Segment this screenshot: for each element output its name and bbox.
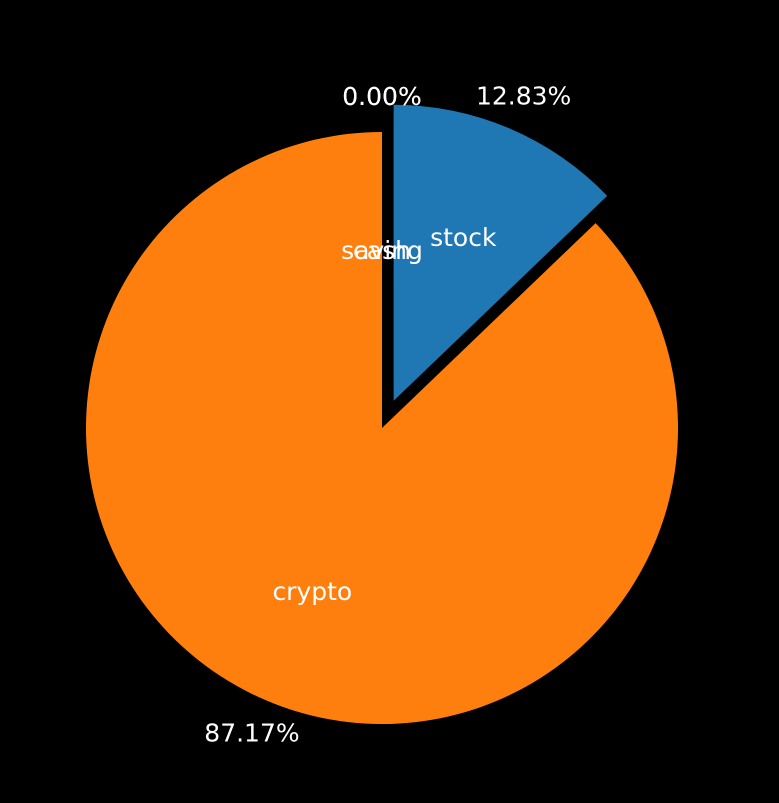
slice-pct-cash: 0.00% [342,82,421,111]
labels-layer: stock12.83%crypto87.17%saving0.00%cash0.… [204,81,571,747]
pie-slice-stock [393,104,608,401]
slice-label-cash: cash [353,236,411,265]
slice-label-crypto: crypto [272,577,352,606]
slice-label-saving: saving [341,236,423,265]
pie-slice-crypto [86,132,679,725]
slices-layer [86,104,679,725]
slice-label-stock: stock [430,223,497,252]
slice-pct-saving: 0.00% [342,82,421,111]
slice-pct-stock: 12.83% [476,81,571,110]
slice-pct-crypto: 87.17% [204,718,299,747]
